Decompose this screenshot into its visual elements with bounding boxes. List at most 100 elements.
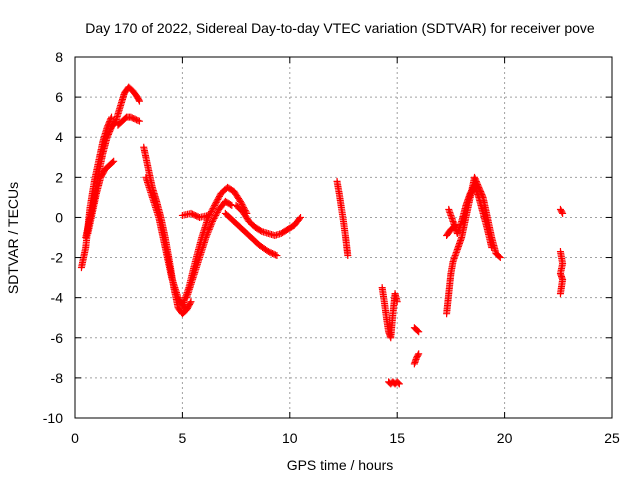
- series-track-m: [378, 284, 401, 342]
- data-point: [215, 192, 223, 200]
- series-track-j: [221, 209, 281, 260]
- series-track-k: [232, 201, 305, 239]
- data-point: [394, 379, 402, 387]
- x-axis-label: GPS time / hours: [287, 457, 394, 473]
- series-track-d: [114, 113, 143, 129]
- data-point: [109, 158, 117, 166]
- data-point: [414, 351, 422, 359]
- data-point: [135, 117, 143, 125]
- data-points: [77, 83, 567, 388]
- data-point: [135, 96, 143, 104]
- series-track-p: [410, 350, 423, 368]
- data-point: [235, 196, 243, 204]
- data-point: [107, 115, 115, 123]
- y-tick-label: 0: [55, 209, 63, 225]
- data-point: [558, 208, 566, 216]
- axis-ticks: [74, 56, 613, 419]
- chart-title: Day 170 of 2022, Sidereal Day-to-day VTE…: [85, 20, 595, 36]
- data-point: [209, 216, 217, 224]
- data-point: [212, 198, 220, 206]
- data-point: [212, 210, 220, 218]
- data-point: [488, 244, 496, 252]
- series-track-n: [385, 378, 403, 388]
- data-point: [451, 221, 459, 229]
- data-point: [214, 195, 222, 203]
- data-point: [207, 207, 215, 215]
- data-point: [205, 225, 213, 233]
- data-point: [414, 327, 422, 335]
- data-point: [450, 222, 458, 230]
- data-point: [207, 221, 215, 229]
- data-point: [210, 203, 218, 211]
- series-track-s: [443, 221, 459, 239]
- series-track-t: [556, 205, 567, 217]
- data-point: [495, 253, 503, 261]
- y-tick-label: -10: [43, 410, 63, 426]
- x-tick-label: 25: [604, 430, 620, 446]
- data-point: [204, 211, 212, 219]
- data-point: [496, 254, 504, 262]
- y-tick-label: 8: [55, 49, 63, 65]
- series-track-l: [333, 177, 352, 260]
- x-tick-label: 20: [497, 430, 513, 446]
- series-track-c: [84, 157, 118, 237]
- data-point: [273, 252, 281, 260]
- series-track-i: [178, 209, 212, 221]
- data-point: [238, 200, 246, 208]
- data-point: [203, 232, 211, 240]
- y-tick-label: -4: [51, 290, 64, 306]
- data-point: [205, 227, 213, 235]
- data-point: [415, 350, 423, 358]
- data-point: [206, 224, 214, 232]
- series-track-o: [410, 324, 423, 336]
- series-track-u: [556, 248, 567, 298]
- gridlines: [75, 57, 612, 418]
- data-point: [415, 328, 423, 336]
- data-point: [237, 199, 245, 207]
- data-point: [215, 194, 223, 202]
- y-tick-label: -6: [51, 330, 64, 346]
- data-point: [271, 251, 279, 259]
- data-point: [208, 217, 216, 225]
- data-point: [208, 219, 216, 227]
- data-point: [211, 213, 219, 221]
- data-point: [202, 234, 210, 241]
- data-point: [297, 213, 305, 221]
- data-point: [556, 290, 564, 298]
- data-point: [212, 211, 220, 219]
- data-point: [213, 197, 221, 205]
- x-tick-label: 10: [282, 430, 298, 446]
- y-tick-labels: -10 -8 -6 -4 -2 0 2 4 6 8: [43, 49, 63, 426]
- data-point: [213, 208, 221, 216]
- x-tick-label: 5: [179, 430, 187, 446]
- plot-frame: [74, 56, 613, 419]
- data-point: [344, 252, 352, 260]
- data-point: [210, 214, 218, 222]
- data-point: [187, 298, 195, 306]
- y-tick-label: -8: [51, 370, 64, 386]
- series-track-b: [82, 83, 143, 241]
- series-track-h: [183, 197, 236, 302]
- data-point: [559, 209, 567, 217]
- data-point: [207, 222, 215, 230]
- data-point: [134, 117, 142, 125]
- data-point: [209, 204, 217, 212]
- data-point: [108, 113, 116, 121]
- y-tick-label: -2: [51, 250, 64, 266]
- data-point: [110, 157, 118, 165]
- data-point: [295, 215, 303, 223]
- data-point: [393, 298, 401, 306]
- series-track-r: [445, 181, 496, 252]
- data-point: [395, 380, 403, 388]
- y-tick-label: 6: [55, 89, 63, 105]
- data-point: [206, 210, 214, 218]
- data-point: [227, 201, 235, 209]
- x-tick-labels: 0 5 10 15 20 25: [71, 430, 620, 446]
- x-tick-label: 0: [71, 430, 79, 446]
- data-point: [211, 201, 219, 209]
- x-tick-label: 15: [389, 430, 405, 446]
- y-axis-label: SDTVAR / TECUs: [5, 182, 21, 294]
- data-point: [135, 97, 143, 105]
